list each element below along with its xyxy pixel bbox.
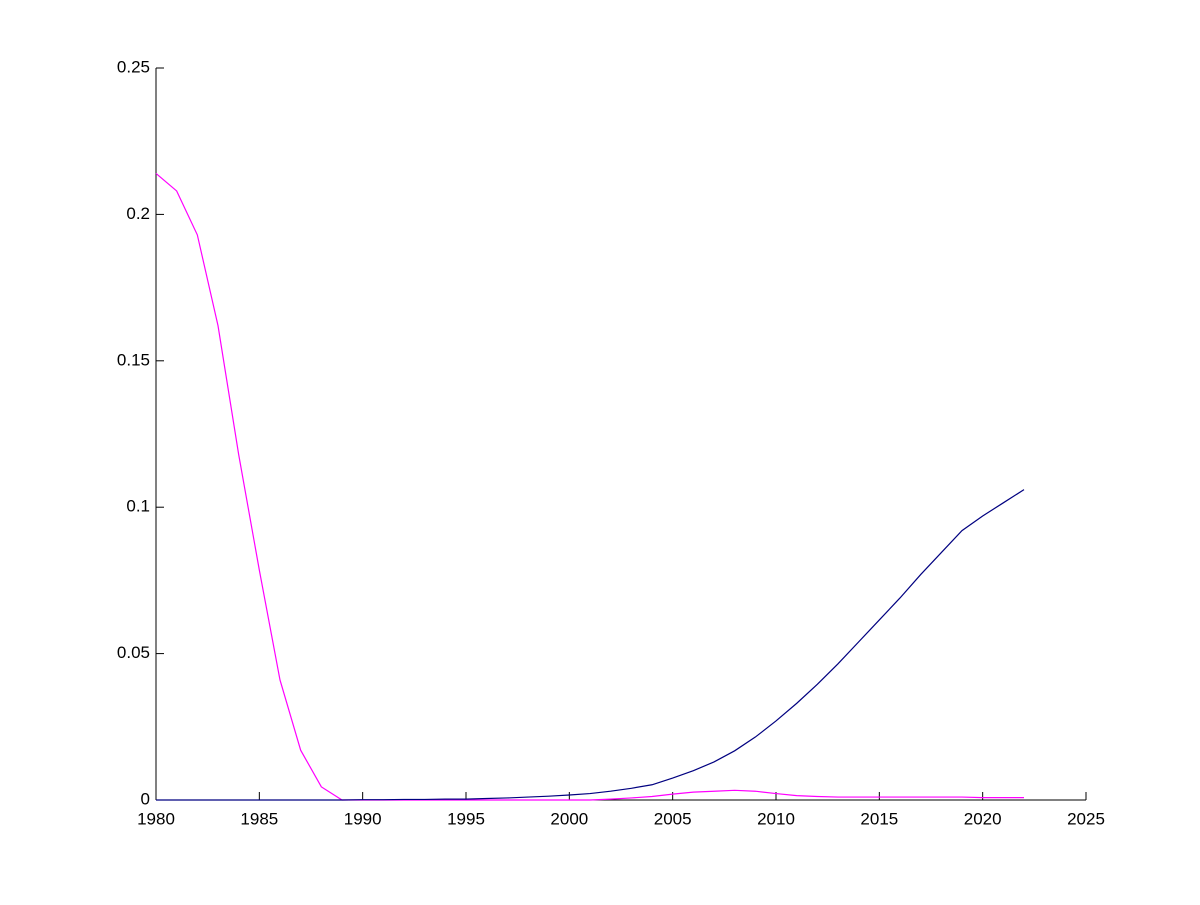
x-tick-label: 2020 [964,809,1002,828]
x-tick-label: 1985 [240,809,278,828]
y-tick-label: 0.15 [117,350,150,369]
x-tick-label: 2010 [757,809,795,828]
x-tick-label: 2005 [654,809,692,828]
x-tick-label: 1995 [447,809,485,828]
x-tick-label: 2000 [550,809,588,828]
x-tick-label: 1980 [137,809,175,828]
x-tick-label: 2025 [1067,809,1105,828]
y-tick-label: 0.2 [126,204,150,223]
x-tick-label: 2015 [860,809,898,828]
y-tick-label: 0 [141,789,150,808]
y-tick-label: 0.05 [117,643,150,662]
x-tick-label: 1990 [344,809,382,828]
y-tick-label: 0.1 [126,497,150,516]
data-line [155,172,1024,801]
y-tick-label: 0.25 [117,57,150,76]
data-line [156,489,1025,801]
